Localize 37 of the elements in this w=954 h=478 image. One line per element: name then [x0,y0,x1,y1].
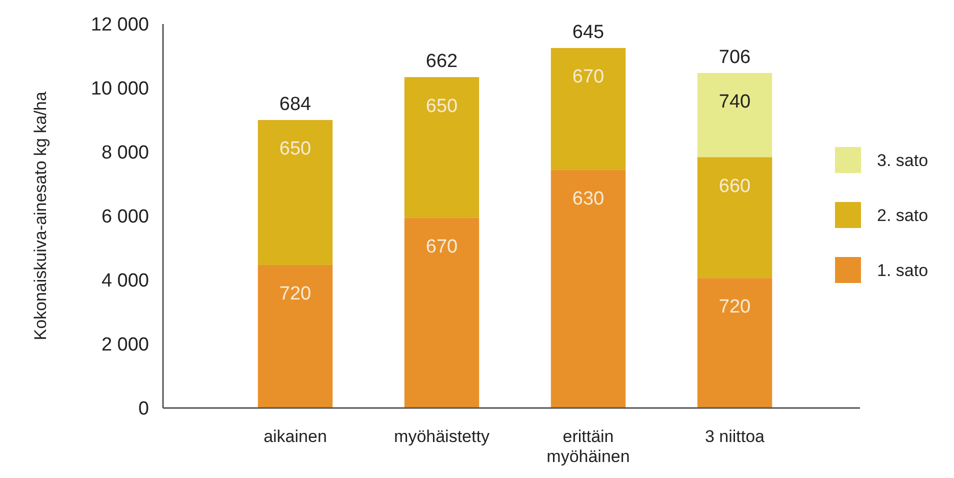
y-tick-label: 10 000 [90,78,149,100]
legend-label: 1. sato [877,260,928,280]
annotation: 630 [572,188,604,210]
y-axis-title: Kokonaiskuiva-ainesato kg ka/ha [31,91,50,340]
y-tick-label: 0 [138,398,149,420]
y-tick-label: 12 000 [90,14,149,36]
annotation: 662 [426,51,458,72]
legend-label: 3. sato [877,150,928,170]
x-tick-label: myöhäistetty [394,427,490,446]
annotation: 740 [718,92,751,113]
bar [697,72,772,158]
bar [697,157,772,278]
bar [697,278,772,408]
bar [550,170,626,408]
legend-label: 2. sato [877,206,928,225]
bar [404,218,480,408]
annotation: 670 [426,236,458,258]
annotation: 660 [718,176,751,197]
bar [258,264,333,408]
annotation: 720 [279,284,312,305]
bar [404,77,480,218]
annotation: 645 [572,22,604,43]
annotation: 670 [572,66,604,88]
annotation: 706 [718,46,751,68]
annotation: 720 [718,296,751,318]
annotation: 684 [279,94,312,115]
annotation: 650 [279,138,312,160]
y-tick-label: 2 000 [101,334,149,356]
bar [550,48,626,170]
y-tick-label: 6 000 [101,206,149,228]
x-tick-label: aikainen [264,427,327,446]
y-tick-label: 4 000 [101,270,149,292]
x-tick-label: 3 niittoa [704,427,766,446]
y-tick-label: 8 000 [101,142,149,164]
x-tick-label: erittäin myöhäinen [546,427,630,466]
annotation: 650 [426,96,458,117]
bar [258,120,333,265]
